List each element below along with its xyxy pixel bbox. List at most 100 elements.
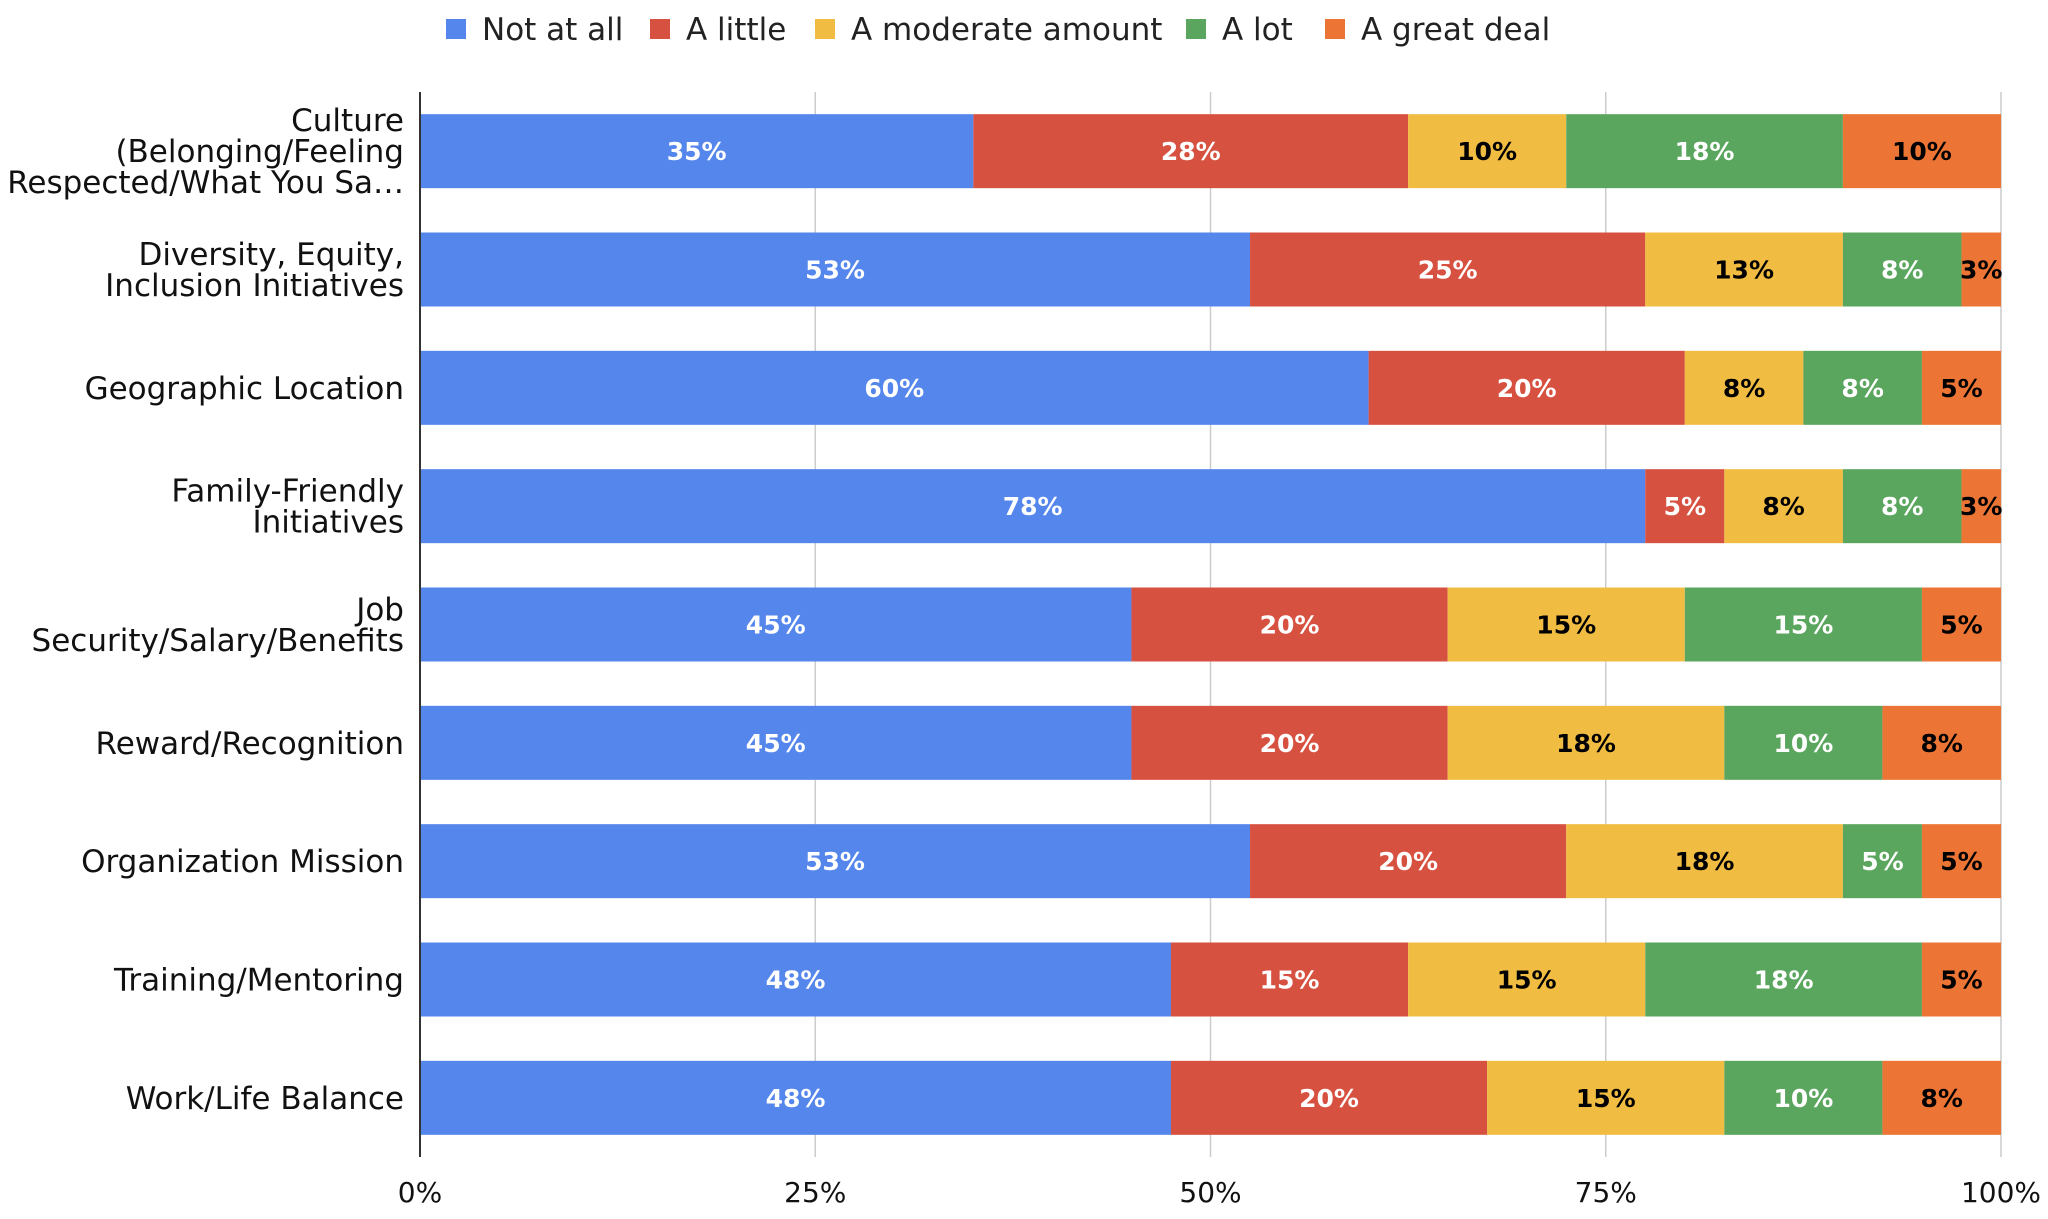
- data-label: 15%: [1536, 611, 1596, 640]
- bar-segment: [1842, 232, 1962, 307]
- data-label: 8%: [1841, 374, 1883, 403]
- bar-segment: [420, 232, 1251, 307]
- data-label: 8%: [1881, 492, 1923, 521]
- bar-segment: [1170, 942, 1409, 1017]
- x-tick-label: 0%: [398, 1176, 442, 1209]
- data-label: 5%: [1940, 374, 1982, 403]
- legend-label: A great deal: [1361, 12, 1550, 48]
- data-label: 35%: [667, 137, 727, 166]
- legend-item: A moderate amount: [815, 12, 1162, 48]
- data-label: 53%: [805, 256, 865, 285]
- bar-segment: [1724, 469, 1843, 544]
- bar-segment: [1250, 232, 1646, 307]
- bar-segment: [1645, 942, 1922, 1017]
- bar-segment: [1921, 942, 2001, 1017]
- bar-segment: [1368, 350, 1685, 425]
- bar-segment: [1921, 824, 2001, 899]
- bar-segment: [1447, 587, 1685, 662]
- x-tick-label: 50%: [1179, 1176, 1241, 1209]
- category-label: Organization Mission: [81, 844, 404, 880]
- data-label: 48%: [766, 1084, 826, 1113]
- legend-item: A lot: [1186, 12, 1293, 48]
- bar-segment: [1447, 705, 1725, 780]
- bar-segment: [1408, 942, 1646, 1017]
- data-label: 5%: [1664, 492, 1706, 521]
- bar-segment: [1882, 1060, 2001, 1135]
- bar-segment: [1645, 469, 1725, 544]
- bar-segment: [1170, 1060, 1488, 1135]
- data-label: 8%: [1762, 492, 1804, 521]
- category-label: Geographic Location: [85, 371, 404, 407]
- bar-segment: [1487, 1060, 1725, 1135]
- data-label: 25%: [1418, 256, 1478, 285]
- bar-segment: [1408, 114, 1567, 189]
- category-label: Culture (Belonging/Feeling Respected/What …: [7, 103, 404, 201]
- data-label: 18%: [1754, 966, 1814, 995]
- bar-segment: [1842, 114, 2001, 189]
- data-label: 78%: [1003, 492, 1063, 521]
- data-label: 5%: [1940, 966, 1982, 995]
- data-label: 20%: [1260, 729, 1320, 758]
- bar-segment: [1882, 705, 2001, 780]
- data-label: 18%: [1675, 847, 1735, 876]
- bar-segment: [420, 587, 1132, 662]
- data-label: 10%: [1892, 137, 1952, 166]
- data-label: 10%: [1773, 1084, 1833, 1113]
- bar-segment: [420, 1060, 1171, 1135]
- data-label: 15%: [1576, 1084, 1636, 1113]
- data-label: 20%: [1260, 611, 1320, 640]
- legend-label: Not at all: [482, 12, 623, 48]
- bar-segment: [420, 705, 1132, 780]
- bar-segment: [1566, 824, 1843, 899]
- axes: 0% 25% 50% 75% 100% Culture (Belonging/Feeling…: [7, 92, 2041, 1209]
- data-label: 8%: [1920, 729, 1962, 758]
- bar-segment: [1645, 232, 1843, 307]
- data-label: 13%: [1714, 256, 1774, 285]
- legend-item: Not at all: [446, 12, 623, 48]
- bar-segment: [420, 942, 1171, 1017]
- data-label: 8%: [1920, 1084, 1962, 1113]
- bars: 35% 28% 10% 18% 10% 53% 25% 13% 8% 3% 60% 20% 8% 8% 5%…: [420, 114, 2002, 1135]
- legend: Not at all A little A moderate amount A lot…: [446, 12, 1550, 48]
- bar-segment: [420, 469, 1646, 544]
- legend-swatch: [650, 19, 670, 39]
- legend-swatch: [1186, 19, 1206, 39]
- data-label: 20%: [1299, 1084, 1359, 1113]
- data-label: 5%: [1940, 611, 1982, 640]
- data-label: 5%: [1940, 847, 1982, 876]
- legend-item: A little: [650, 12, 786, 48]
- legend-swatch: [1325, 19, 1345, 39]
- bar-segment: [1921, 350, 2001, 425]
- category-label: Reward/Recognition: [96, 726, 404, 762]
- data-label: 3%: [1960, 256, 2002, 285]
- bar-segment: [1684, 350, 1804, 425]
- data-label: 10%: [1457, 137, 1517, 166]
- bar-segment: [1921, 587, 2001, 662]
- bar-segment: [1250, 824, 1567, 899]
- category-label: Job Security/Salary/Benefits: [32, 592, 404, 659]
- bar-segment: [1961, 232, 2001, 307]
- data-label: 15%: [1773, 611, 1833, 640]
- legend-swatch: [815, 19, 835, 39]
- data-label: 15%: [1260, 966, 1320, 995]
- bar-segment: [1131, 587, 1448, 662]
- bar-segment: [1724, 705, 1883, 780]
- category-label: Work/Life Balance: [126, 1081, 404, 1117]
- data-label: 8%: [1881, 256, 1923, 285]
- data-label: 10%: [1773, 729, 1833, 758]
- bar-segment: [1842, 469, 1962, 544]
- data-label: 18%: [1556, 729, 1616, 758]
- category-label: Training/Mentoring: [113, 963, 404, 999]
- data-label: 8%: [1723, 374, 1765, 403]
- legend-item: A great deal: [1325, 12, 1550, 48]
- legend-label: A moderate amount: [851, 12, 1162, 48]
- data-label: 15%: [1497, 966, 1557, 995]
- x-tick-label: 100%: [1961, 1176, 2041, 1209]
- bar-segment: [420, 824, 1251, 899]
- bar-segment: [1131, 705, 1448, 780]
- legend-label: A lot: [1222, 12, 1293, 48]
- data-label: 3%: [1960, 492, 2002, 521]
- bar-segment: [420, 350, 1369, 425]
